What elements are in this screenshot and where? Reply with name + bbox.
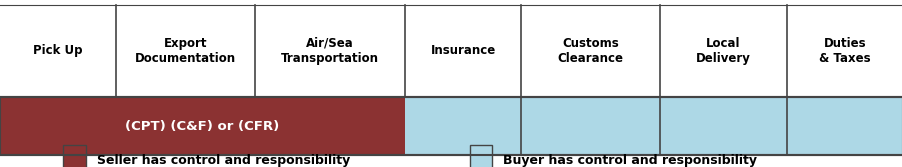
FancyBboxPatch shape — [63, 145, 86, 167]
FancyBboxPatch shape — [469, 145, 492, 167]
Text: Air/Sea
Transportation: Air/Sea Transportation — [281, 37, 379, 65]
Text: (CPT) (C&F) or (CFR): (CPT) (C&F) or (CFR) — [125, 120, 280, 133]
FancyBboxPatch shape — [0, 97, 405, 155]
Text: Seller has control and responsibility: Seller has control and responsibility — [97, 154, 349, 167]
Text: Pick Up: Pick Up — [33, 44, 83, 57]
Text: Local
Delivery: Local Delivery — [695, 37, 750, 65]
Text: Duties
& Taxes: Duties & Taxes — [818, 37, 870, 65]
Text: Export
Documentation: Export Documentation — [134, 37, 235, 65]
Text: Insurance: Insurance — [430, 44, 495, 57]
Text: Customs
Clearance: Customs Clearance — [557, 37, 622, 65]
Text: Buyer has control and responsibility: Buyer has control and responsibility — [502, 154, 756, 167]
FancyBboxPatch shape — [405, 97, 902, 155]
